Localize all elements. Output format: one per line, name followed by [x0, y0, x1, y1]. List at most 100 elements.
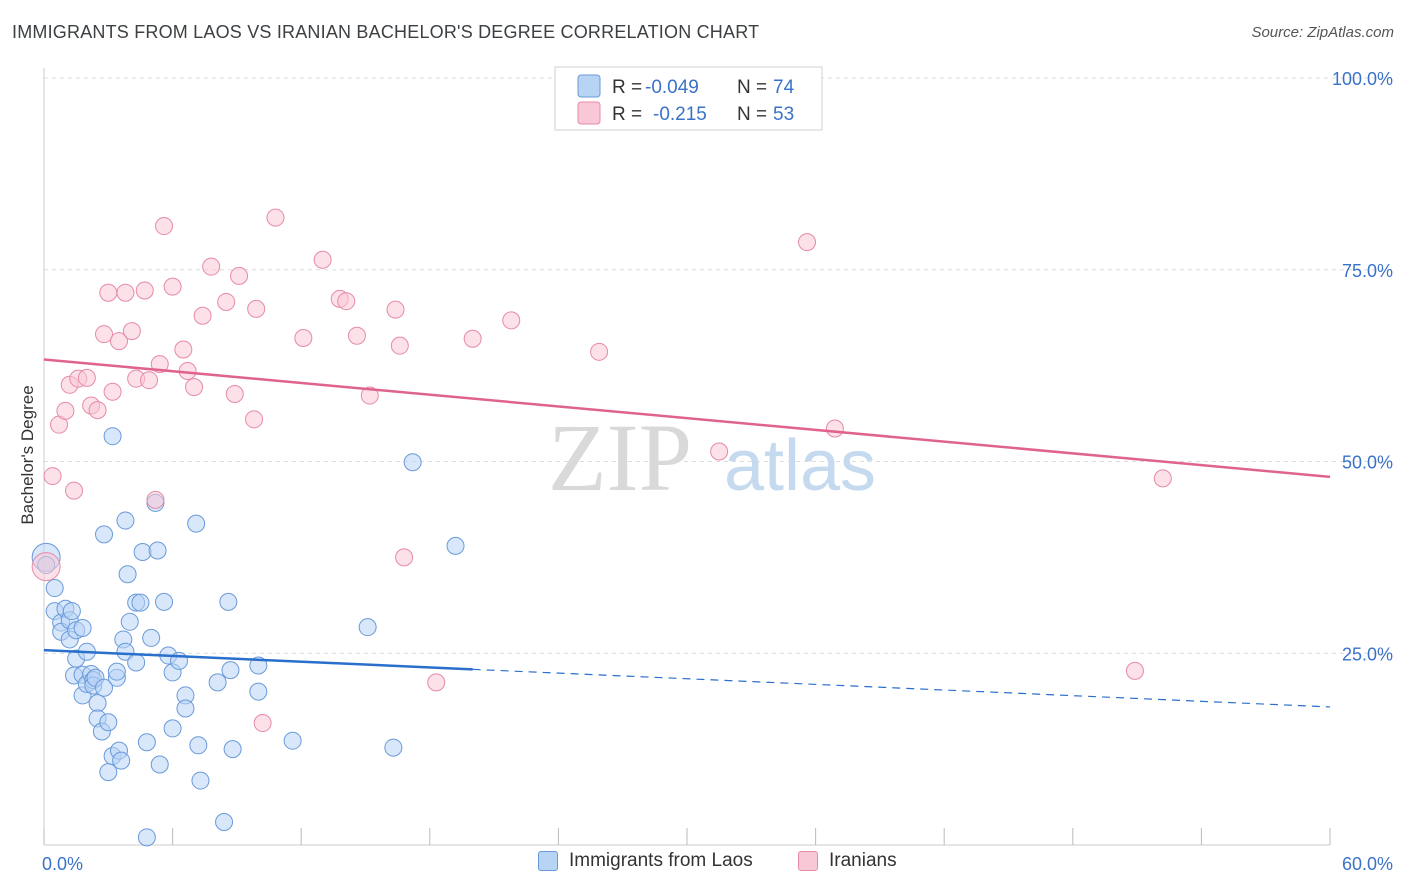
iranians-point [427, 673, 446, 692]
iranians-point [463, 329, 482, 348]
y-tick-label: 100.0% [1332, 69, 1393, 89]
laos-point [403, 453, 422, 472]
laos-point [215, 812, 234, 831]
legend-item-iranians[interactable]: Iranians [798, 850, 897, 872]
laos-point [73, 618, 92, 637]
watermark-zip: ZIP [548, 404, 692, 511]
laos-point [137, 733, 156, 752]
stats-n-value-1: 74 [773, 77, 795, 98]
axes [43, 68, 1331, 846]
iranians-point [230, 266, 249, 285]
iranians-point [710, 442, 729, 461]
iranians-point [122, 322, 141, 341]
iranians-point [77, 368, 96, 387]
iranians-point [294, 329, 313, 348]
laos-point [187, 514, 206, 533]
laos-point [249, 682, 268, 701]
laos-point [131, 593, 150, 612]
legend-swatch-iranians [798, 851, 818, 871]
y-tick-label: 50.0% [1342, 453, 1393, 473]
stats-legend: R = -0.049 N = 74 R = -0.215 N = 53 [554, 66, 823, 131]
legend-item-laos[interactable]: Immigrants from Laos [538, 850, 753, 872]
x-tick-label-max: 60.0% [1342, 854, 1393, 874]
laos-point [142, 628, 161, 647]
iranians-point [395, 548, 414, 567]
laos-point [88, 694, 107, 713]
iranians-point [825, 419, 844, 438]
stats-r-label-1: R = [612, 77, 642, 98]
laos-point [446, 536, 465, 555]
iranians-point [337, 292, 356, 311]
laos-point [116, 642, 135, 661]
iranians-point [247, 299, 266, 318]
iranians-point [502, 311, 521, 330]
laos-point [95, 525, 114, 544]
laos-point [137, 828, 156, 847]
series-iranians-points [31, 208, 1172, 733]
stats-swatch-laos [577, 74, 601, 98]
stats-n-label-1: N = [737, 77, 767, 98]
iranians-point [116, 283, 135, 302]
y-tick-labels: 25.0% 50.0% 75.0% 100.0% [1332, 69, 1393, 664]
watermark: ZIP atlas [548, 404, 876, 511]
iranians-point [140, 371, 159, 390]
laos-point [384, 738, 403, 757]
laos-point [148, 541, 167, 560]
laos-trend-line [43, 648, 473, 671]
iranians-point [95, 325, 114, 344]
laos-point [155, 592, 174, 611]
iranians-point [1153, 469, 1172, 488]
laos-point [45, 579, 64, 598]
chart-title: IMMIGRANTS FROM LAOS VS IRANIAN BACHELOR… [12, 22, 760, 42]
laos-point [283, 731, 302, 750]
laos-point [127, 653, 146, 672]
legend-swatch-laos [538, 851, 558, 871]
iranians-point [313, 250, 332, 269]
laos-point [118, 565, 137, 584]
laos-point [112, 751, 131, 770]
iranians-point [202, 257, 221, 276]
iranians-point [65, 481, 84, 500]
trend-lines [43, 358, 1331, 708]
y-axis-label: Bachelor's Degree [18, 385, 37, 524]
iranians-point [798, 233, 817, 252]
laos-point [358, 618, 377, 637]
iranians-point [150, 355, 169, 374]
x-tick-label-min: 0.0% [42, 854, 83, 874]
iranians-point [217, 292, 236, 311]
iranians-point [347, 326, 366, 345]
iranians-point [590, 342, 609, 361]
laos-point [62, 602, 81, 621]
iranians-point [56, 401, 75, 420]
iranians-point [1125, 661, 1144, 680]
stats-r-value-1: -0.049 [645, 77, 699, 98]
iranians-point [245, 410, 264, 429]
legend-label-laos: Immigrants from Laos [569, 850, 753, 871]
iranians-point [266, 208, 285, 227]
legend-label-iranians: Iranians [829, 850, 897, 871]
laos-point [221, 661, 240, 680]
laos-point [103, 427, 122, 446]
stats-r-label-2: R = [612, 104, 642, 125]
iranians-point [146, 490, 165, 509]
iranians-point [174, 340, 193, 359]
stats-swatch-iranians [577, 101, 601, 125]
iranians-point [31, 552, 61, 582]
iranians-point [88, 401, 107, 420]
iranians-point [43, 467, 62, 486]
iranians-point [99, 283, 118, 302]
laos-point [208, 673, 227, 692]
iranians-trend-line [43, 358, 1331, 479]
y-tick-label: 75.0% [1342, 261, 1393, 281]
laos-point [191, 771, 210, 790]
iranians-point [135, 281, 154, 300]
laos-point [163, 719, 182, 738]
laos-point [176, 699, 195, 718]
iranians-point [103, 382, 122, 401]
stats-n-label-2: N = [737, 104, 767, 125]
stats-r-value-2: -0.215 [653, 104, 707, 125]
y-tick-label: 25.0% [1342, 644, 1393, 664]
laos-point [219, 592, 238, 611]
x-tick-labels: 0.0% 60.0% [42, 854, 1393, 874]
